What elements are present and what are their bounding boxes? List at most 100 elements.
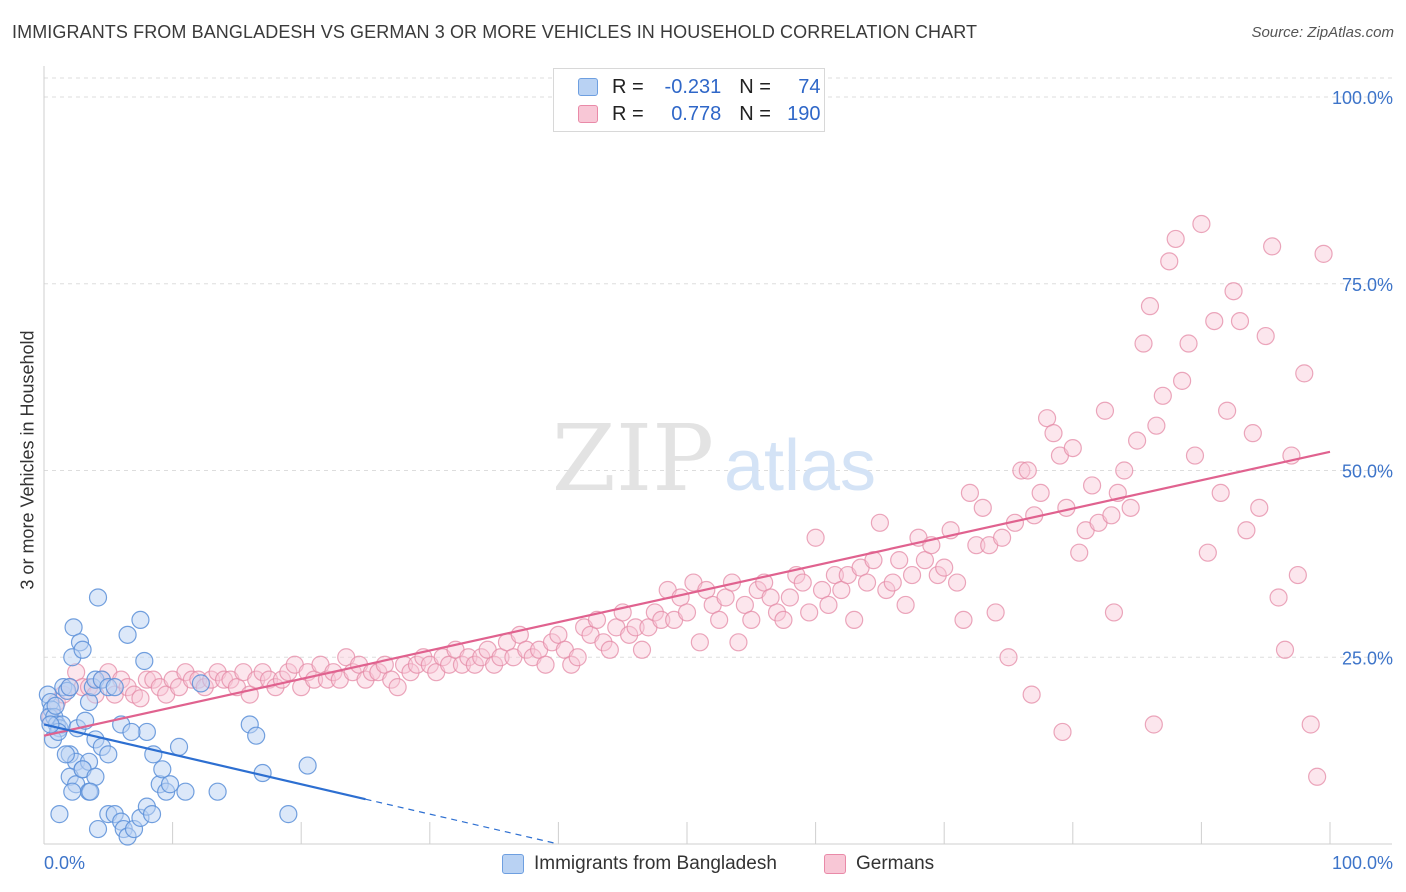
legend-row-germans: R = 0.778 N = 190 xyxy=(578,101,821,127)
german-point xyxy=(1018,461,1037,480)
bangladesh-trend-line xyxy=(43,723,366,801)
german-point xyxy=(928,565,947,585)
german-point xyxy=(1082,476,1102,495)
german-point xyxy=(1063,438,1082,458)
german-point xyxy=(800,603,819,622)
german-point xyxy=(620,625,639,644)
german-point xyxy=(491,648,510,667)
german-point xyxy=(710,610,729,630)
german-point xyxy=(452,655,472,674)
bangladesh-point xyxy=(88,588,108,607)
bangladesh-trend-extension xyxy=(365,798,559,845)
german-point xyxy=(915,551,935,570)
watermark-atlas: atlas xyxy=(724,426,876,506)
bangladesh-point xyxy=(135,651,154,671)
bangladesh-point xyxy=(131,610,150,630)
bangladesh-point xyxy=(60,678,79,697)
legend-n-value: 190 xyxy=(787,102,821,125)
german-point xyxy=(947,573,967,592)
legend-n-value: 74 xyxy=(798,75,821,98)
tick-labels: 25.0% 50.0% 75.0% 100.0% 0.0% 100.0% xyxy=(44,88,1393,873)
german-point xyxy=(407,655,427,674)
german-point xyxy=(999,648,1018,667)
german-point xyxy=(1250,498,1269,517)
chart-title: IMMIGRANTS FROM BANGLADESH VS GERMAN 3 O… xyxy=(12,22,978,42)
german-point xyxy=(439,655,459,674)
legend-swatch-blue xyxy=(578,78,598,96)
german-point xyxy=(562,655,581,674)
german-point xyxy=(780,588,799,607)
german-point xyxy=(465,655,484,674)
german-point xyxy=(1185,446,1205,465)
y-tick-label: 25.0% xyxy=(1342,648,1393,668)
german-point xyxy=(549,625,568,644)
german-point xyxy=(459,648,478,667)
german-point xyxy=(1095,401,1115,420)
bottom-legend-germans: Germans xyxy=(824,850,934,878)
german-point xyxy=(1115,461,1134,480)
german-point xyxy=(967,536,986,555)
german-point xyxy=(1198,543,1217,562)
x-tick-label-max: 100.0% xyxy=(1332,853,1393,873)
bangladesh-point xyxy=(46,696,65,715)
german-point xyxy=(1144,715,1163,734)
german-point xyxy=(144,670,163,689)
legend-r-value: -0.231 xyxy=(664,75,722,98)
source-label: Source: ZipAtlas.com xyxy=(1251,24,1394,41)
bangladesh-point xyxy=(79,692,99,712)
german-point xyxy=(677,603,697,622)
bottom-legend-swatch-pink xyxy=(824,854,846,874)
german-point xyxy=(1256,326,1275,346)
german-point xyxy=(568,648,587,667)
german-point xyxy=(1205,312,1224,331)
german-point xyxy=(1314,244,1333,263)
german-point xyxy=(1121,498,1140,517)
german-point xyxy=(742,610,761,630)
german-point xyxy=(992,528,1012,547)
german-point xyxy=(1053,722,1072,742)
bangladesh-points xyxy=(38,588,317,846)
german-point xyxy=(1301,715,1320,734)
german-point xyxy=(1022,685,1041,704)
german-point xyxy=(1140,297,1160,316)
german-point xyxy=(1211,483,1230,503)
bangladesh-point xyxy=(64,618,83,637)
german-point xyxy=(1160,252,1179,271)
german-point xyxy=(517,640,536,659)
german-point xyxy=(935,558,954,577)
german-point xyxy=(729,633,748,652)
german-point xyxy=(485,655,504,674)
y-tick-label: 75.0% xyxy=(1342,275,1393,295)
legend-swatch-pink xyxy=(578,105,598,123)
german-point xyxy=(652,610,671,630)
bangladesh-point xyxy=(56,745,75,764)
bangladesh-point xyxy=(88,819,108,839)
german-point xyxy=(1269,588,1288,607)
y-tick-label: 50.0% xyxy=(1342,462,1393,482)
german-point xyxy=(1230,312,1250,331)
german-point xyxy=(857,573,877,592)
bangladesh-point xyxy=(142,805,162,824)
german-point xyxy=(954,610,973,630)
bangladesh-point xyxy=(191,674,210,693)
german-point xyxy=(253,663,272,682)
y-tick-label: 100.0% xyxy=(1332,88,1393,108)
german-point xyxy=(986,603,1005,622)
legend-r-value: 0.778 xyxy=(671,102,722,125)
bangladesh-point xyxy=(99,745,118,764)
y-axis-label: 3 or more Vehicles in Household xyxy=(17,330,38,590)
german-point xyxy=(767,603,787,622)
german-point xyxy=(1044,424,1063,443)
correlation-legend: R = -0.231 N = 74 R = 0.778 N = 190 xyxy=(553,68,825,132)
german-point xyxy=(632,640,652,659)
german-point xyxy=(1102,506,1121,525)
german-point xyxy=(1288,565,1307,585)
german-point xyxy=(877,580,896,600)
bangladesh-point xyxy=(105,678,124,697)
german-point xyxy=(774,610,793,630)
german-point xyxy=(825,565,844,585)
german-point xyxy=(645,603,664,622)
german-point xyxy=(690,633,709,652)
bangladesh-point xyxy=(81,782,100,801)
